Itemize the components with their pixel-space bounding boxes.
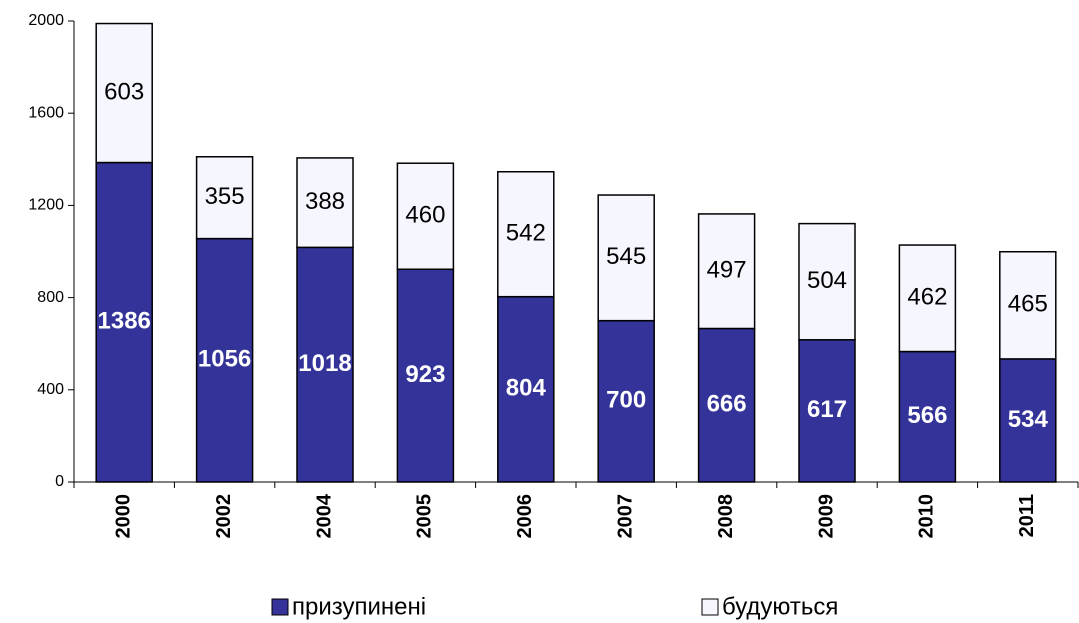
y-tick-label: 800 xyxy=(37,289,64,306)
x-tick-label: 2006 xyxy=(514,494,536,539)
y-tick-label: 2000 xyxy=(28,12,64,29)
data-label: 1018 xyxy=(298,350,351,377)
data-label: 617 xyxy=(807,396,847,423)
data-label: 700 xyxy=(606,387,646,414)
data-label: 355 xyxy=(205,183,245,210)
bar-segment xyxy=(597,194,655,322)
bar-segment xyxy=(396,268,455,483)
bar-segment xyxy=(195,237,254,483)
y-tick-label: 0 xyxy=(55,473,64,490)
x-tick-label: 2004 xyxy=(313,493,335,538)
data-label: 504 xyxy=(807,267,847,294)
x-tick-label: 2000 xyxy=(112,494,134,539)
x-tick-label: 2002 xyxy=(213,494,235,539)
bar-segment xyxy=(798,222,856,341)
x-tick-label: 2010 xyxy=(916,494,938,539)
data-label: 542 xyxy=(506,220,546,247)
data-label: 465 xyxy=(1008,291,1048,318)
bar-segment xyxy=(296,157,354,249)
bar-segment xyxy=(999,358,1057,483)
bar-segment xyxy=(597,319,655,483)
legend-swatch xyxy=(271,598,289,616)
y-tick-label: 1600 xyxy=(28,104,64,121)
data-label: 545 xyxy=(606,243,646,270)
data-label: 1386 xyxy=(98,308,151,335)
bar-segment xyxy=(497,170,555,298)
y-tick-label: 1200 xyxy=(28,197,64,214)
bar-segment xyxy=(95,22,153,164)
x-tick-label: 2009 xyxy=(815,494,837,539)
data-label: 566 xyxy=(907,402,947,429)
bar-segment xyxy=(697,213,756,330)
data-label: 388 xyxy=(305,188,345,215)
legend-swatch xyxy=(701,598,719,616)
x-tick-label: 2008 xyxy=(715,494,737,539)
legend-label: будуються xyxy=(722,593,838,620)
data-label: 460 xyxy=(405,202,445,229)
bar-segment xyxy=(898,244,957,353)
bar-segment xyxy=(195,156,254,240)
data-label: 923 xyxy=(405,361,445,388)
x-tick-label: 2005 xyxy=(414,494,436,539)
bar-segment xyxy=(697,327,756,483)
data-label: 666 xyxy=(707,391,747,418)
bar-segment xyxy=(396,162,455,270)
bar-segment xyxy=(296,246,354,483)
x-tick-label: 2011 xyxy=(1016,494,1038,537)
x-tick-label: 2007 xyxy=(614,494,636,539)
data-label: 534 xyxy=(1008,406,1049,433)
bar-segment xyxy=(999,250,1057,360)
data-label: 1056 xyxy=(198,346,251,373)
bar-segment xyxy=(497,295,555,483)
data-label: 804 xyxy=(506,375,547,402)
data-label: 497 xyxy=(707,257,747,284)
data-label: 462 xyxy=(907,284,947,311)
bar-segment xyxy=(898,350,957,483)
data-label: 603 xyxy=(104,78,144,105)
legend-label: призупинені xyxy=(292,593,426,620)
y-tick-label: 400 xyxy=(37,381,64,398)
